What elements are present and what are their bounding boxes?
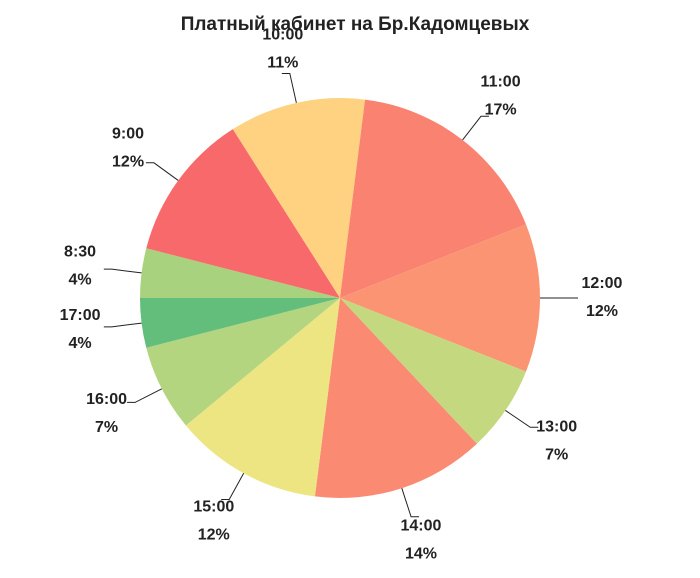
value-label: 4%	[69, 271, 92, 288]
category-label: 15:00	[193, 499, 234, 516]
leader-line	[103, 322, 142, 328]
category-label: 10:00	[262, 26, 303, 43]
category-label: 12:00	[582, 275, 623, 292]
pie-slice	[340, 224, 541, 372]
leader-line	[221, 473, 245, 501]
leader-line	[103, 268, 142, 274]
pie-slice	[185, 298, 340, 497]
value-label: 14%	[405, 546, 437, 563]
leader-line	[127, 388, 163, 403]
pie-slice	[340, 298, 526, 444]
category-label: 11:00	[481, 74, 521, 91]
category-label: 13:00	[536, 419, 577, 436]
category-label: 9:00	[112, 125, 144, 142]
category-label: 17:00	[60, 307, 101, 324]
value-label: 7%	[545, 447, 568, 464]
pie-slice	[314, 298, 477, 498]
value-label: 7%	[95, 419, 118, 436]
value-label: 17%	[485, 102, 517, 119]
value-label: 12%	[112, 153, 144, 170]
leader-line	[505, 410, 539, 428]
value-label: 4%	[69, 335, 92, 352]
value-label: 11%	[267, 54, 298, 71]
value-label: 12%	[198, 527, 230, 544]
leader-line	[401, 488, 420, 518]
pie-slice	[146, 298, 340, 426]
pie-slice	[146, 129, 340, 298]
category-label: 14:00	[401, 518, 442, 535]
pie-slice	[140, 248, 340, 298]
pie-slice	[232, 97, 366, 298]
leader-line	[145, 162, 179, 181]
category-label: 8:30	[64, 243, 96, 260]
pie-slice	[140, 298, 340, 348]
category-label: 16:00	[86, 391, 127, 408]
leader-line	[462, 115, 489, 141]
leader-line	[281, 73, 297, 103]
value-label: 12%	[586, 303, 618, 320]
pie-slice	[340, 99, 526, 298]
chart-title: Платный кабинет на Бр.Кадомцевых	[181, 14, 530, 35]
